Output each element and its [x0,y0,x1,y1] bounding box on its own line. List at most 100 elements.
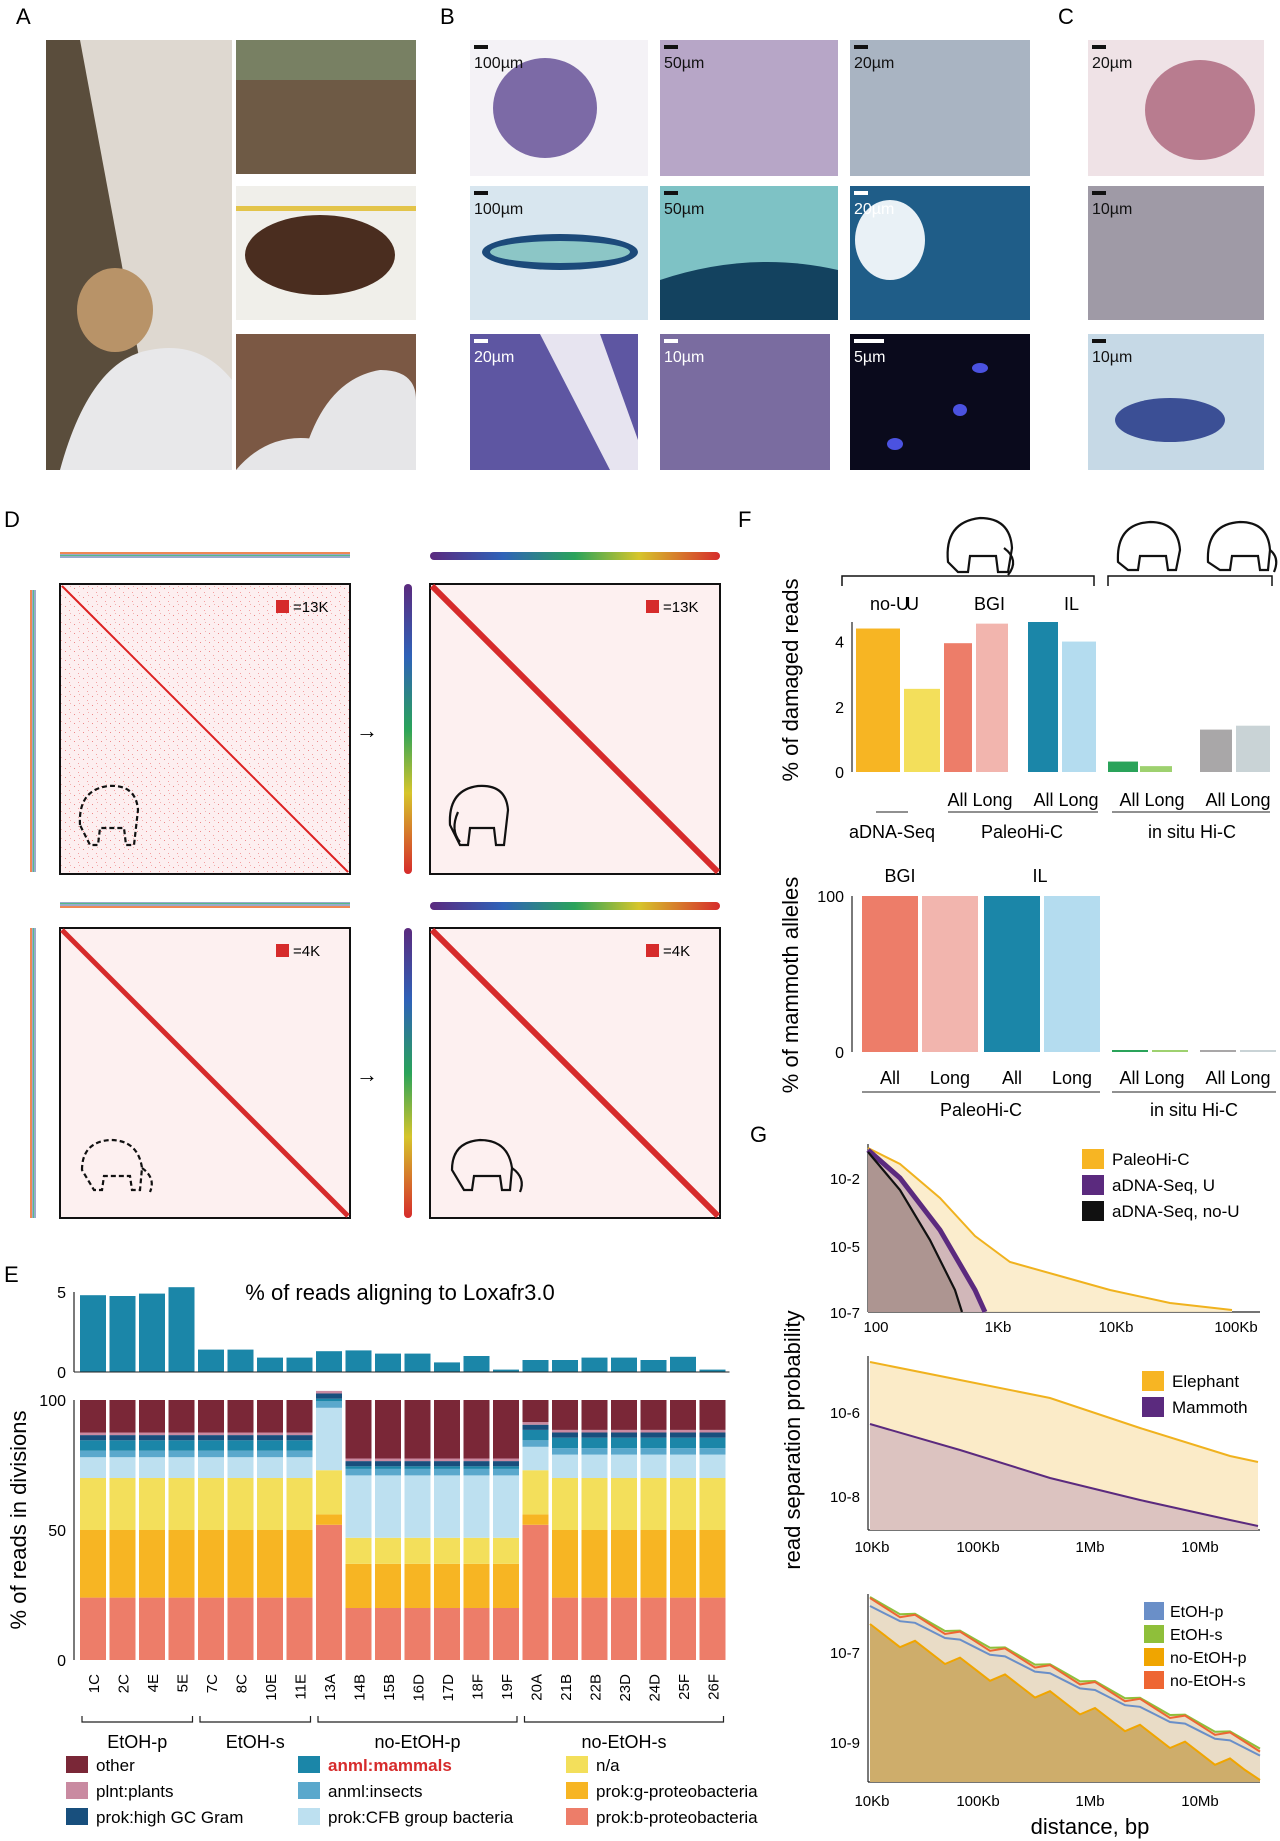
e-stack-segment [139,1457,165,1478]
e-stack-segment [552,1530,578,1598]
e-legend-swatch [298,1808,320,1825]
g2-area-mammoth [870,1424,1258,1530]
e-legend-swatch [566,1756,588,1773]
g1-ytick: 10-2 [830,1171,860,1188]
e-legend-swatch [66,1808,88,1825]
e-stack-segment [139,1597,165,1660]
g3-line-noetoh-p [869,1623,1261,1781]
g1-legend-label: aDNA-Seq, U [1112,1176,1215,1195]
e-stack-segment [227,1432,254,1436]
e-stack-segment [699,1432,726,1438]
e-stack-segment [198,1435,224,1441]
micrograph-b9-fluorescence [850,334,1030,470]
e-top-ytick: 5 [57,1285,66,1302]
e-legend-label: anml:mammals [328,1756,452,1775]
e-stack-segment [139,1450,165,1458]
e-stack-segment [493,1458,519,1462]
e-stack-segment [198,1400,224,1433]
g2-legend-swatch [1142,1371,1164,1391]
e-legend-swatch [298,1782,320,1799]
e-stack-segment [139,1478,165,1530]
f-bottom-group: in situ Hi-C [1150,1100,1238,1120]
e-sample-label: 14B [352,1674,369,1701]
e-stack-segment [375,1537,401,1564]
panel-label-b: B [440,4,455,29]
e-stack-segment [404,1608,431,1660]
e-stack-segment [670,1478,696,1530]
g2-xtick: 10Mb [1181,1539,1219,1556]
e-stack-segment [286,1440,313,1451]
e-stack-segment [375,1563,401,1608]
e-legend-label: n/a [596,1756,620,1775]
f-bottom-ytick: 0 [835,1045,844,1062]
e-stack-segment [257,1400,283,1433]
g2-legend-label: Mammoth [1172,1398,1248,1417]
e-top-bar [670,1356,696,1372]
f-bottom-ticklabel: Long [930,1068,970,1088]
e-stack-segment [463,1608,490,1660]
f-top-bar [1200,729,1232,772]
e-stack-segment [257,1478,283,1530]
e-sample-label: 8C [234,1674,251,1693]
scale-label-b2: 50µm [664,55,704,72]
scale-label-b4: 100µm [474,201,523,218]
f-top-bar [1140,766,1172,772]
e-stack-segment [139,1440,165,1451]
g3-line-etoh-p [869,1605,1261,1757]
f-bottom-bar [922,896,978,1052]
e-top-bar [581,1357,608,1372]
e-stack-segment [699,1478,726,1530]
e-stack-segment [257,1530,283,1598]
e-stack-segment [109,1530,136,1598]
e-stack-segment [611,1478,637,1530]
panel-a-photos [46,40,416,470]
e-stack-segment [286,1530,313,1598]
scale-label-b7: 20µm [474,349,514,366]
e-stack-segment [581,1597,608,1660]
e-stack-segment [375,1400,401,1459]
e-sample-label: 13A [322,1674,339,1701]
e-group-bracket [81,1716,194,1723]
panel-label-f: F [738,507,751,532]
e-stack-segment [611,1448,637,1455]
e-stack-segment [168,1597,195,1660]
e-stack-segment [198,1457,224,1478]
f-top-ytick: 0 [835,765,844,782]
e-stack-segment [670,1454,696,1478]
g3-legend-label: EtOH-s [1170,1627,1222,1644]
e-stack-segment [168,1432,195,1436]
e-stack-segment [345,1468,372,1476]
g3-xtick: 10Mb [1181,1793,1219,1810]
g3-legend-swatch [1144,1625,1164,1643]
g2-ytick: 10-6 [830,1405,860,1422]
e-stack-segment [80,1530,106,1598]
e-stack-segment [640,1400,667,1430]
e-sample-label: 10E [263,1674,280,1701]
e-stack-segment [581,1400,608,1430]
e-stack-segment [109,1478,136,1530]
f-bottom-ytick: 100 [817,889,844,906]
e-stack-segment [80,1432,106,1436]
e-stack-segment [434,1400,460,1459]
micrograph-b3 [850,40,1030,176]
e-stack-segment [640,1437,667,1449]
e-stack-segment [109,1435,136,1441]
chrom-track-top-4 [430,902,720,910]
e-stack-segment [522,1440,549,1447]
e-stack-segment [109,1457,136,1478]
g1-legend-swatch [1082,1175,1104,1195]
e-stack-segment [404,1466,431,1469]
e-stack-segment [227,1457,254,1478]
e-sample-label: 2C [116,1674,133,1693]
e-stack-segment [434,1563,460,1608]
scale-label-c2: 10µm [1092,201,1132,218]
g3-legend-label: EtOH-p [1170,1604,1223,1621]
g3-legend-swatch [1144,1671,1164,1689]
e-group-label: no-EtOH-s [581,1732,666,1752]
e-stack-segment [80,1478,106,1530]
f-top-bar [976,623,1008,772]
g1-line-paleohic [867,1147,1233,1311]
e-stack-segment [227,1400,254,1433]
f-top-ticklabel: All Long [1033,790,1098,810]
f-bottom-group: PaleoHi-C [940,1100,1022,1120]
